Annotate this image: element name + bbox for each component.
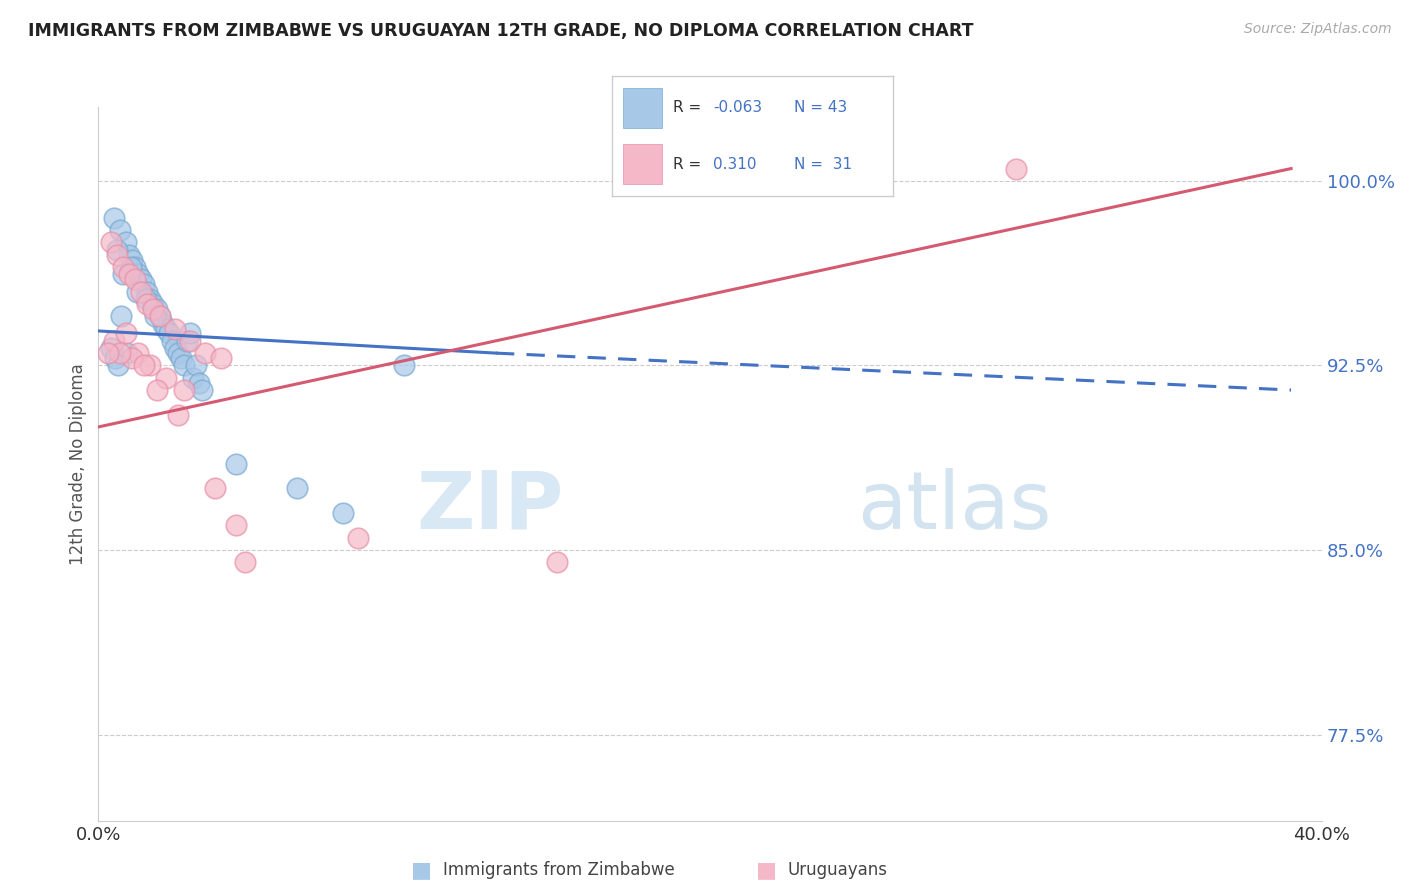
Point: [108, 223, 131, 237]
Point: [105, 243, 128, 257]
Point: [149, 309, 172, 323]
Point: [143, 309, 166, 323]
Point: [285, 482, 308, 496]
Text: ZIP: ZIP: [416, 467, 564, 546]
Text: R =: R =: [673, 157, 711, 172]
Point: [152, 317, 174, 331]
Text: atlas: atlas: [856, 467, 1052, 546]
Point: [155, 370, 177, 384]
Point: [104, 351, 127, 365]
Point: [142, 301, 165, 316]
Point: [121, 252, 143, 267]
Point: [124, 272, 146, 286]
Text: Immigrants from Zimbabwe: Immigrants from Zimbabwe: [443, 861, 675, 879]
Point: [139, 292, 162, 306]
Text: 0.310: 0.310: [713, 157, 756, 172]
Point: [139, 359, 162, 373]
Point: [111, 260, 134, 274]
Point: [145, 301, 167, 316]
Point: [225, 518, 247, 533]
Point: [163, 321, 186, 335]
Point: [209, 351, 232, 365]
Bar: [623, 145, 662, 185]
Point: [121, 351, 143, 365]
Point: [118, 268, 141, 282]
Text: Source: ZipAtlas.com: Source: ZipAtlas.com: [1244, 22, 1392, 37]
Point: [134, 359, 156, 373]
Point: [129, 272, 152, 286]
Point: [142, 297, 165, 311]
Point: [167, 346, 190, 360]
Point: [188, 376, 211, 390]
Point: [233, 555, 256, 569]
Point: [118, 248, 141, 262]
Point: [117, 346, 139, 360]
Point: [157, 326, 180, 341]
Point: [194, 346, 217, 360]
Text: IMMIGRANTS FROM ZIMBABWE VS URUGUAYAN 12TH GRADE, NO DIPLOMA CORRELATION CHART: IMMIGRANTS FROM ZIMBABWE VS URUGUAYAN 12…: [28, 22, 973, 40]
Point: [110, 309, 132, 323]
Point: [225, 457, 247, 471]
Point: [170, 351, 193, 365]
Point: [125, 285, 148, 299]
Point: [546, 555, 568, 569]
Point: [127, 346, 149, 360]
Y-axis label: 12th Grade, No Diploma: 12th Grade, No Diploma: [69, 363, 87, 565]
Point: [120, 260, 142, 274]
Bar: [623, 87, 662, 128]
Point: [167, 408, 190, 422]
Point: [179, 326, 201, 341]
Point: [332, 506, 354, 520]
Point: [134, 277, 156, 292]
Point: [392, 359, 416, 373]
Point: [160, 334, 183, 348]
Text: Uruguayans: Uruguayans: [787, 861, 887, 879]
Point: [136, 285, 159, 299]
Point: [105, 248, 128, 262]
Point: [204, 482, 226, 496]
Point: [100, 341, 122, 355]
Point: [103, 334, 125, 348]
Point: [124, 260, 146, 274]
Point: [111, 268, 134, 282]
Point: [181, 370, 204, 384]
Point: [103, 211, 125, 225]
Text: N =  31: N = 31: [794, 157, 852, 172]
Text: ■: ■: [756, 860, 776, 880]
Point: [173, 383, 195, 397]
Point: [186, 359, 208, 373]
Point: [145, 383, 167, 397]
Point: [1004, 161, 1026, 176]
Text: R =: R =: [673, 100, 707, 115]
Point: [173, 359, 195, 373]
Text: N = 43: N = 43: [794, 100, 848, 115]
Point: [176, 334, 198, 348]
Point: [347, 531, 370, 545]
Point: [129, 285, 152, 299]
Text: ■: ■: [412, 860, 432, 880]
Point: [108, 346, 131, 360]
Point: [97, 346, 120, 360]
Point: [136, 297, 159, 311]
Point: [127, 268, 149, 282]
Point: [191, 383, 214, 397]
Point: [163, 341, 186, 355]
Point: [107, 359, 129, 373]
Point: [155, 321, 177, 335]
Point: [135, 292, 157, 306]
Point: [100, 235, 122, 250]
Point: [179, 334, 201, 348]
Point: [149, 309, 172, 323]
Text: -0.063: -0.063: [713, 100, 762, 115]
Point: [115, 235, 138, 250]
Point: [115, 326, 138, 341]
